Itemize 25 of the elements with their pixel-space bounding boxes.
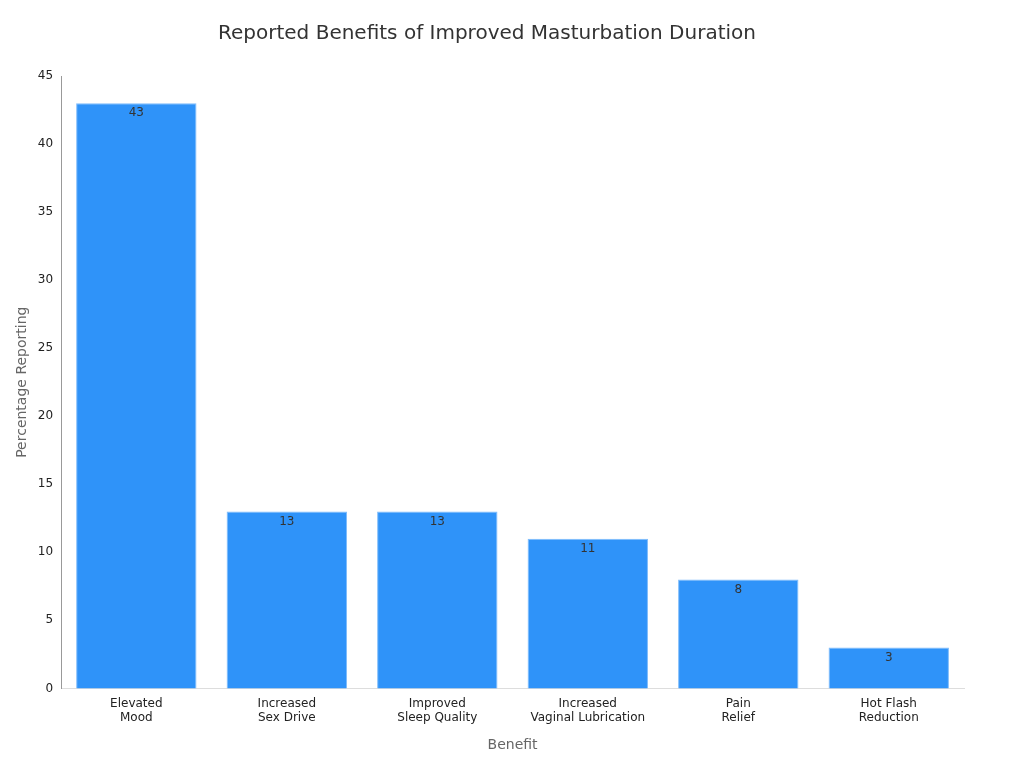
x-tick-label: Improved Sleep Quality xyxy=(397,695,478,725)
data-label: 43 xyxy=(128,105,144,120)
y-tick-label: 0 xyxy=(45,680,54,695)
data-label: 3 xyxy=(884,649,893,664)
data-label: 13 xyxy=(429,513,445,528)
y-tick-label: 10 xyxy=(37,544,54,559)
y-tick-label: 35 xyxy=(37,204,54,219)
data-label: 8 xyxy=(734,581,743,596)
y-tick-label: 15 xyxy=(37,476,54,491)
x-tick-label: Elevated Mood xyxy=(110,695,163,725)
data-label: 11 xyxy=(580,540,596,555)
y-tick-label: 5 xyxy=(45,612,54,627)
y-axis-title: Percentage Reporting xyxy=(13,306,30,458)
y-tick-label: 25 xyxy=(37,340,54,355)
x-tick-label: Hot Flash Reduction xyxy=(858,695,919,725)
y-tick-label: 20 xyxy=(37,408,54,423)
y-tick-label: 30 xyxy=(37,272,54,287)
x-axis-title: Benefit xyxy=(487,736,539,753)
x-tick-label: Increased Sex Drive xyxy=(257,695,317,725)
chart-title: Reported Benefits of Improved Masturbation Duration xyxy=(218,20,756,45)
x-tick-label: Increased Vaginal Lubrication xyxy=(530,695,646,725)
y-tick-label: 45 xyxy=(37,68,54,83)
x-tick-label: Pain Relief xyxy=(721,695,756,725)
y-tick-label: 40 xyxy=(37,136,54,151)
data-label: 13 xyxy=(279,513,295,528)
